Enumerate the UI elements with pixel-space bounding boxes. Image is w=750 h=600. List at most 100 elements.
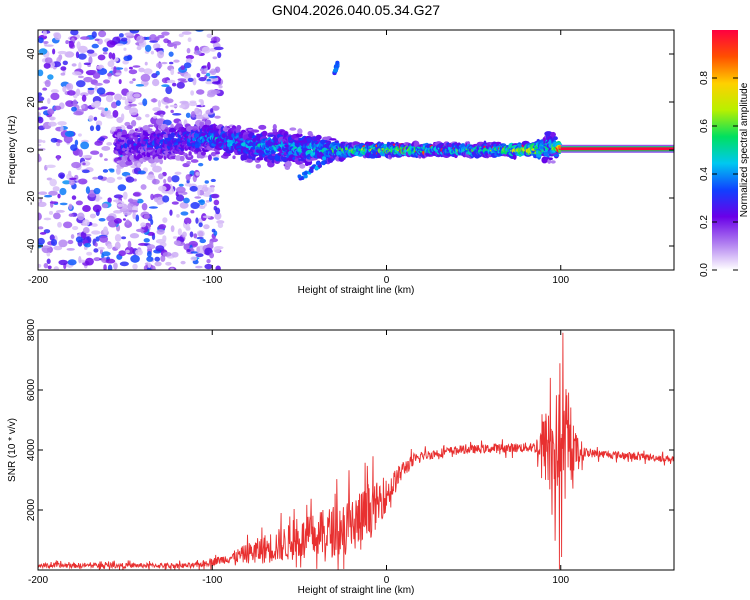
signal-blob (146, 151, 151, 158)
noise-blob (154, 47, 164, 51)
noise-blob (135, 249, 143, 256)
x-tick-label: -100 (202, 575, 222, 586)
noise-blob (82, 227, 90, 234)
colorbar-gradient (712, 30, 738, 270)
snr-xlabel: Height of straight line (km) (298, 585, 415, 596)
noise-blob (186, 160, 191, 165)
noise-blob (68, 203, 73, 210)
noise-blob (190, 209, 195, 214)
noise-blob (106, 243, 113, 250)
noise-blob (179, 104, 186, 109)
noise-blob (93, 116, 98, 121)
noise-blob (44, 79, 51, 88)
noise-blob (77, 75, 84, 79)
noise-blob (52, 48, 56, 55)
noise-blob (75, 236, 83, 243)
noise-blob (59, 187, 67, 196)
noise-blob (146, 267, 152, 270)
noise-blob (71, 71, 82, 76)
noise-blob (105, 91, 115, 96)
noise-blob (47, 108, 55, 115)
noise-blob (185, 174, 191, 181)
noise-blob (158, 224, 167, 230)
noise-blob (157, 34, 165, 39)
signal-blob (147, 128, 153, 131)
signal-blob (146, 147, 154, 150)
noise-blob (195, 253, 204, 258)
noise-blob (113, 66, 117, 74)
branch-blob (303, 171, 308, 176)
signal-blob (195, 147, 201, 151)
noise-blob (178, 183, 184, 187)
noise-blob (58, 239, 68, 248)
noise-blob (157, 99, 162, 108)
signal-blob (329, 138, 337, 141)
noise-blob (122, 59, 129, 65)
noise-blob (161, 31, 170, 36)
noise-blob (138, 67, 145, 73)
noise-blob (44, 44, 54, 47)
signal-blob (147, 124, 154, 128)
noise-blob (169, 209, 173, 216)
noise-blob (43, 229, 51, 234)
noise-blob (123, 47, 127, 51)
noise-blob (129, 80, 134, 84)
branch-blob (308, 168, 313, 173)
noise-blob (57, 193, 61, 199)
noise-blob (185, 54, 195, 60)
noise-blob (103, 79, 111, 84)
signal-blob (179, 155, 185, 162)
noise-blob (154, 256, 161, 262)
noise-blob (71, 161, 82, 169)
noise-blob (147, 262, 152, 269)
noise-blob (113, 218, 122, 224)
noise-blob (140, 184, 147, 190)
noise-blob (196, 72, 201, 78)
noise-blob (198, 77, 207, 82)
noise-blob (123, 55, 132, 62)
noise-blob (93, 82, 103, 86)
noise-blob (144, 44, 152, 52)
noise-blob (38, 237, 45, 245)
snr-ylabel: SNR (10 * v/v) (7, 418, 18, 482)
noise-blob (141, 202, 148, 211)
noise-blob (91, 230, 101, 235)
noise-blob (181, 231, 187, 238)
noise-blob (165, 86, 173, 95)
noise-blob (107, 72, 113, 77)
noise-blob (160, 255, 166, 262)
y-tick-label: 4000 (26, 438, 37, 461)
noise-blob (120, 113, 125, 121)
noise-blob (162, 195, 170, 203)
noise-blob (50, 92, 60, 101)
noise-blob (135, 228, 145, 233)
noise-blob (70, 144, 78, 152)
noise-blob (126, 91, 136, 99)
noise-blob (185, 112, 191, 118)
signal-blob (256, 157, 264, 161)
noise-blob (94, 242, 98, 247)
noise-blob (128, 66, 133, 70)
noise-blob (210, 178, 216, 183)
noise-blob (82, 205, 91, 212)
noise-blob (150, 50, 155, 55)
signal-blob (289, 127, 297, 131)
noise-blob (172, 236, 178, 239)
noise-blob (213, 246, 221, 253)
noise-blob (38, 107, 44, 111)
signal-blob (251, 156, 256, 161)
noise-blob (107, 60, 115, 68)
noise-blob (132, 192, 141, 197)
noise-blob (111, 52, 116, 60)
noise-blob (198, 222, 203, 228)
noise-blob (116, 176, 123, 180)
noise-blob (98, 217, 106, 222)
noise-blob (128, 69, 138, 75)
noise-blob (196, 236, 204, 240)
noise-blob (43, 40, 49, 44)
noise-blob (92, 176, 99, 180)
noise-blob (117, 184, 127, 192)
branch-blob (321, 160, 326, 165)
